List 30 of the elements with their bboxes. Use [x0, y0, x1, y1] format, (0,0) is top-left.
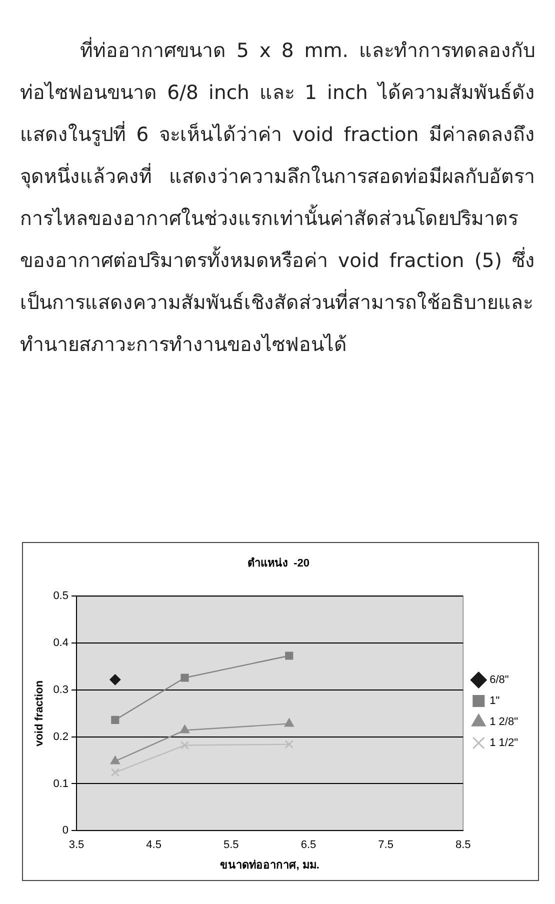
- y-tick-label: 0.5: [53, 590, 68, 602]
- legend-label: 1 1/2": [490, 737, 518, 750]
- y-tick-label: 0.3: [53, 684, 68, 696]
- legend-label: 6/8": [490, 674, 509, 686]
- point: [180, 674, 189, 682]
- point: [110, 768, 120, 777]
- x-tick-label: 3.5: [68, 839, 84, 852]
- point: [180, 740, 190, 750]
- x-tick-label: 4.5: [146, 839, 162, 852]
- point: [111, 716, 120, 724]
- y-tick-label: 0.4: [53, 637, 68, 650]
- x-tick-label: 5.5: [224, 839, 239, 852]
- legend-label: 1 2/8": [490, 716, 518, 728]
- legend-label: 1": [490, 695, 500, 708]
- y-axis-title: void fraction: [34, 680, 46, 746]
- x-tick-label: 7.5: [378, 839, 394, 852]
- x-tick-label: 6.5: [300, 839, 316, 852]
- point: [110, 756, 120, 764]
- text: ที่ท่ออากาศขนาด 5 x 8 mm. และทำการทดลองกับท่อไซฟอนขนาด 6/8 inch และ 1 inch ได้ความสัมพันธ์ดังแสดงในรูปที่ 6 จะเห็นได้ว่าค่า void fraction มีค่าลดลงถึงจุดหนึ่งแล้วคงที่ แสดงว่าความลึกในการสอดท่อมีผลกับอัตราการไหลของอากาศในช่วงแรกเท่านั้นค่าสัดส่วนโดยปริมาตรของอากาศต่อปริมาตรทั้งหมดหรือค่า void fraction (5) ซึ่งเป็นการแสดงความสัมพันธ์เชิงสัดส่วนที่สามารถใช้อธิบายและทำนายสภาวะการทำงานของไซฟอนได้: [20, 36, 535, 358]
- point: [284, 718, 294, 727]
- y-tick-label: 0.1: [53, 778, 68, 790]
- point: [110, 674, 121, 686]
- x-tick-label: 8.5: [455, 839, 471, 852]
- x-axis-title: ขนาดท่ออากาศ, มม.: [220, 859, 320, 872]
- chart-title: ตำแหน่ง -20: [247, 556, 310, 570]
- point: [285, 652, 294, 660]
- point: [284, 740, 294, 749]
- point: [180, 724, 190, 734]
- y-tick-label: 0: [62, 824, 68, 837]
- y-tick-label: 0.2: [53, 730, 68, 743]
